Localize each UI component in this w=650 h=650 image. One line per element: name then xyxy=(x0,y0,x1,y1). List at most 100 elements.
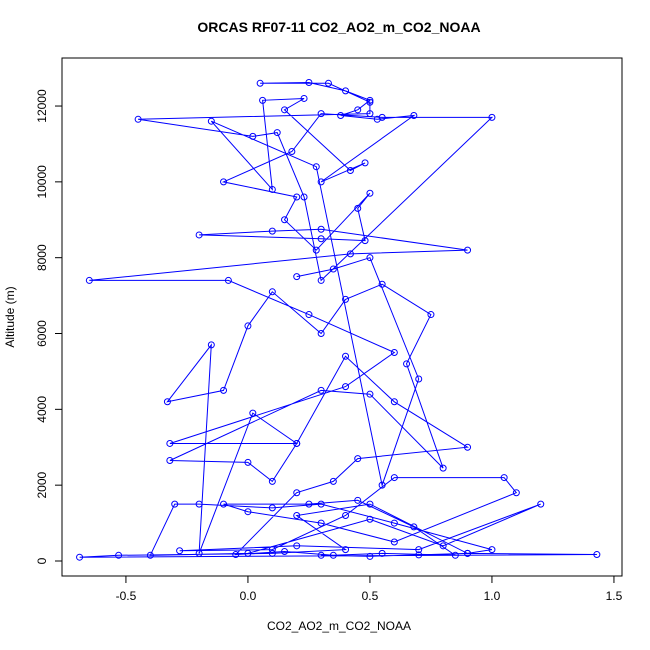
y-tick-label: 12000 xyxy=(35,89,49,123)
data-point xyxy=(224,276,232,284)
data-point xyxy=(342,295,350,303)
x-tick-label: 0.0 xyxy=(240,589,257,603)
data-point xyxy=(317,519,325,527)
data-point xyxy=(259,96,267,104)
data-point xyxy=(366,98,374,106)
data-point xyxy=(390,398,398,406)
data-point xyxy=(281,106,289,114)
data-point xyxy=(342,511,350,519)
data-point xyxy=(146,551,154,559)
data-point xyxy=(134,115,142,123)
data-point xyxy=(195,231,203,239)
x-axis-label: CO2_AO2_m_CO2_NOAA xyxy=(267,619,411,633)
data-point xyxy=(244,549,252,557)
data-point xyxy=(366,515,374,523)
data-point xyxy=(220,500,228,508)
data-point xyxy=(268,288,276,296)
x-tick-label: 0.5 xyxy=(362,589,379,603)
data-point xyxy=(342,87,350,95)
data-point xyxy=(244,322,252,330)
data-point xyxy=(346,166,354,174)
data-point xyxy=(268,549,276,557)
data-point xyxy=(361,237,369,245)
data-point xyxy=(273,129,281,137)
data-point xyxy=(293,511,301,519)
data-point xyxy=(300,193,308,201)
data-point xyxy=(232,551,240,559)
data-point xyxy=(163,398,171,406)
data-point xyxy=(85,276,93,284)
data-point xyxy=(293,542,301,550)
data-point xyxy=(288,148,296,156)
y-tick-label: 6000 xyxy=(35,320,49,347)
data-point xyxy=(410,523,418,531)
y-tick-label: 8000 xyxy=(35,244,49,271)
data-point xyxy=(220,386,228,394)
data-point xyxy=(115,551,123,559)
data-point xyxy=(366,254,374,262)
data-point xyxy=(342,546,350,554)
data-point xyxy=(464,549,472,557)
data-point xyxy=(488,113,496,121)
data-point xyxy=(415,551,423,559)
data-point xyxy=(403,360,411,368)
data-point xyxy=(451,551,459,559)
data-point xyxy=(317,386,325,394)
data-point xyxy=(366,390,374,398)
data-point xyxy=(354,496,362,504)
data-point xyxy=(342,352,350,360)
data-point xyxy=(390,538,398,546)
data-point xyxy=(293,193,301,201)
data-point xyxy=(166,457,174,465)
data-point xyxy=(378,549,386,557)
data-point xyxy=(439,464,447,472)
data-point xyxy=(427,311,435,319)
data-point xyxy=(464,443,472,451)
data-point xyxy=(324,79,332,87)
data-point xyxy=(305,79,313,87)
data-point xyxy=(220,178,228,186)
data-point xyxy=(281,216,289,224)
data-point xyxy=(366,552,374,560)
x-tick-label: -0.5 xyxy=(116,589,137,603)
y-tick-label: 2000 xyxy=(35,471,49,498)
y-tick-label: 4000 xyxy=(35,396,49,423)
data-point xyxy=(329,477,337,485)
data-point xyxy=(171,500,179,508)
data-point xyxy=(300,94,308,102)
data-point xyxy=(317,225,325,233)
chart-title: ORCAS RF07-11 CO2_AO2_m_CO2_NOAA xyxy=(197,19,480,35)
data-point xyxy=(354,204,362,212)
data-point xyxy=(439,542,447,550)
data-point xyxy=(488,546,496,554)
y-tick-label: 0 xyxy=(35,557,49,564)
data-point xyxy=(346,250,354,258)
data-point xyxy=(366,189,374,197)
data-point xyxy=(312,246,320,254)
data-point xyxy=(166,439,174,447)
y-tick-label: 10000 xyxy=(35,165,49,199)
data-point xyxy=(317,276,325,284)
data-point xyxy=(268,546,276,554)
data-point xyxy=(512,489,520,497)
data-point xyxy=(293,273,301,281)
data-point xyxy=(281,548,289,556)
data-point xyxy=(207,117,215,125)
data-point xyxy=(293,489,301,497)
data-point xyxy=(317,551,325,559)
data-point xyxy=(268,504,276,512)
data-point xyxy=(249,409,257,417)
data-point xyxy=(373,115,381,123)
data-point xyxy=(305,311,313,319)
data-point xyxy=(244,458,252,466)
data-point xyxy=(76,553,84,561)
data-point xyxy=(390,519,398,527)
data-point xyxy=(415,375,423,383)
data-point xyxy=(366,96,374,104)
data-point xyxy=(317,178,325,186)
data-point xyxy=(390,474,398,482)
data-point xyxy=(249,132,257,140)
data-point xyxy=(244,508,252,516)
data-point xyxy=(268,477,276,485)
x-tick-label: 1.5 xyxy=(606,589,623,603)
